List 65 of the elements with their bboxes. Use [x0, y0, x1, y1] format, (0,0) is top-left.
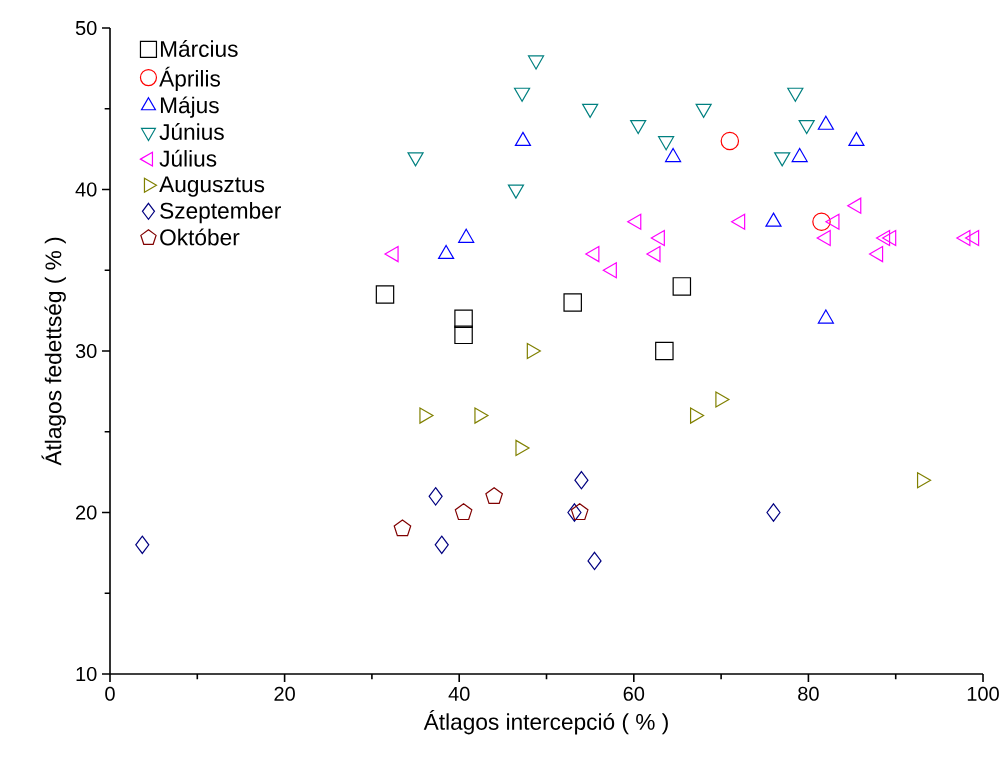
- point: [868, 245, 884, 263]
- point: [774, 152, 791, 167]
- point: [956, 229, 971, 247]
- legend-label: Április: [159, 66, 221, 92]
- legend-label: Augusztus: [159, 176, 265, 197]
- legend-label: Március: [160, 40, 238, 57]
- point: [695, 103, 712, 119]
- point: [434, 535, 449, 555]
- point: [798, 119, 815, 135]
- point: [655, 341, 674, 361]
- point: [485, 487, 503, 504]
- y-tick-label: 30: [75, 343, 97, 359]
- point: [587, 551, 602, 571]
- y-axis-title: Átlagos fedettség ( % ): [41, 237, 66, 466]
- point: [407, 152, 424, 167]
- x-axis-title: Átlagos intercepció ( % ): [423, 710, 668, 735]
- x-tick-label: 40: [448, 686, 470, 701]
- point: [135, 535, 150, 555]
- y-tick-label: 10: [76, 666, 97, 682]
- legend-label: Szeptember: [160, 202, 281, 224]
- point: [454, 309, 473, 328]
- point: [882, 229, 897, 247]
- x-tick-label: 0: [105, 686, 115, 701]
- point: [585, 245, 600, 263]
- point: [582, 103, 599, 119]
- point: [567, 503, 582, 522]
- point: [787, 87, 804, 102]
- legend-label: Október: [160, 228, 240, 246]
- point: [731, 213, 746, 230]
- x-tick-label: 60: [623, 686, 645, 701]
- point: [720, 131, 740, 151]
- point: [574, 470, 589, 490]
- x-tick-label: 20: [274, 686, 295, 701]
- point: [393, 519, 412, 537]
- y-tick-label: 50: [75, 20, 97, 36]
- legend-label: Június: [159, 123, 224, 141]
- legend-label: Május: [160, 96, 219, 118]
- point: [527, 55, 545, 70]
- legend-label: Július: [159, 149, 217, 167]
- point: [627, 213, 642, 230]
- point: [563, 293, 582, 312]
- point: [658, 136, 675, 151]
- point: [454, 325, 473, 345]
- y-tick-label: 20: [76, 505, 97, 520]
- point: [630, 119, 647, 135]
- point: [454, 503, 473, 521]
- point: [825, 213, 840, 230]
- point: [602, 262, 617, 279]
- point: [646, 245, 661, 263]
- y-tick-label: 40: [75, 182, 97, 197]
- x-tick-label: 100: [967, 686, 999, 701]
- x-tick-label: 80: [798, 686, 819, 701]
- point: [875, 229, 891, 247]
- point: [812, 212, 831, 232]
- point: [570, 503, 589, 521]
- point: [513, 87, 531, 102]
- point: [507, 184, 525, 199]
- point: [650, 229, 665, 247]
- point: [847, 197, 862, 214]
- point: [766, 503, 781, 522]
- point: [672, 277, 692, 296]
- point: [375, 285, 395, 304]
- point: [428, 487, 443, 506]
- point: [965, 229, 980, 247]
- point: [816, 229, 831, 247]
